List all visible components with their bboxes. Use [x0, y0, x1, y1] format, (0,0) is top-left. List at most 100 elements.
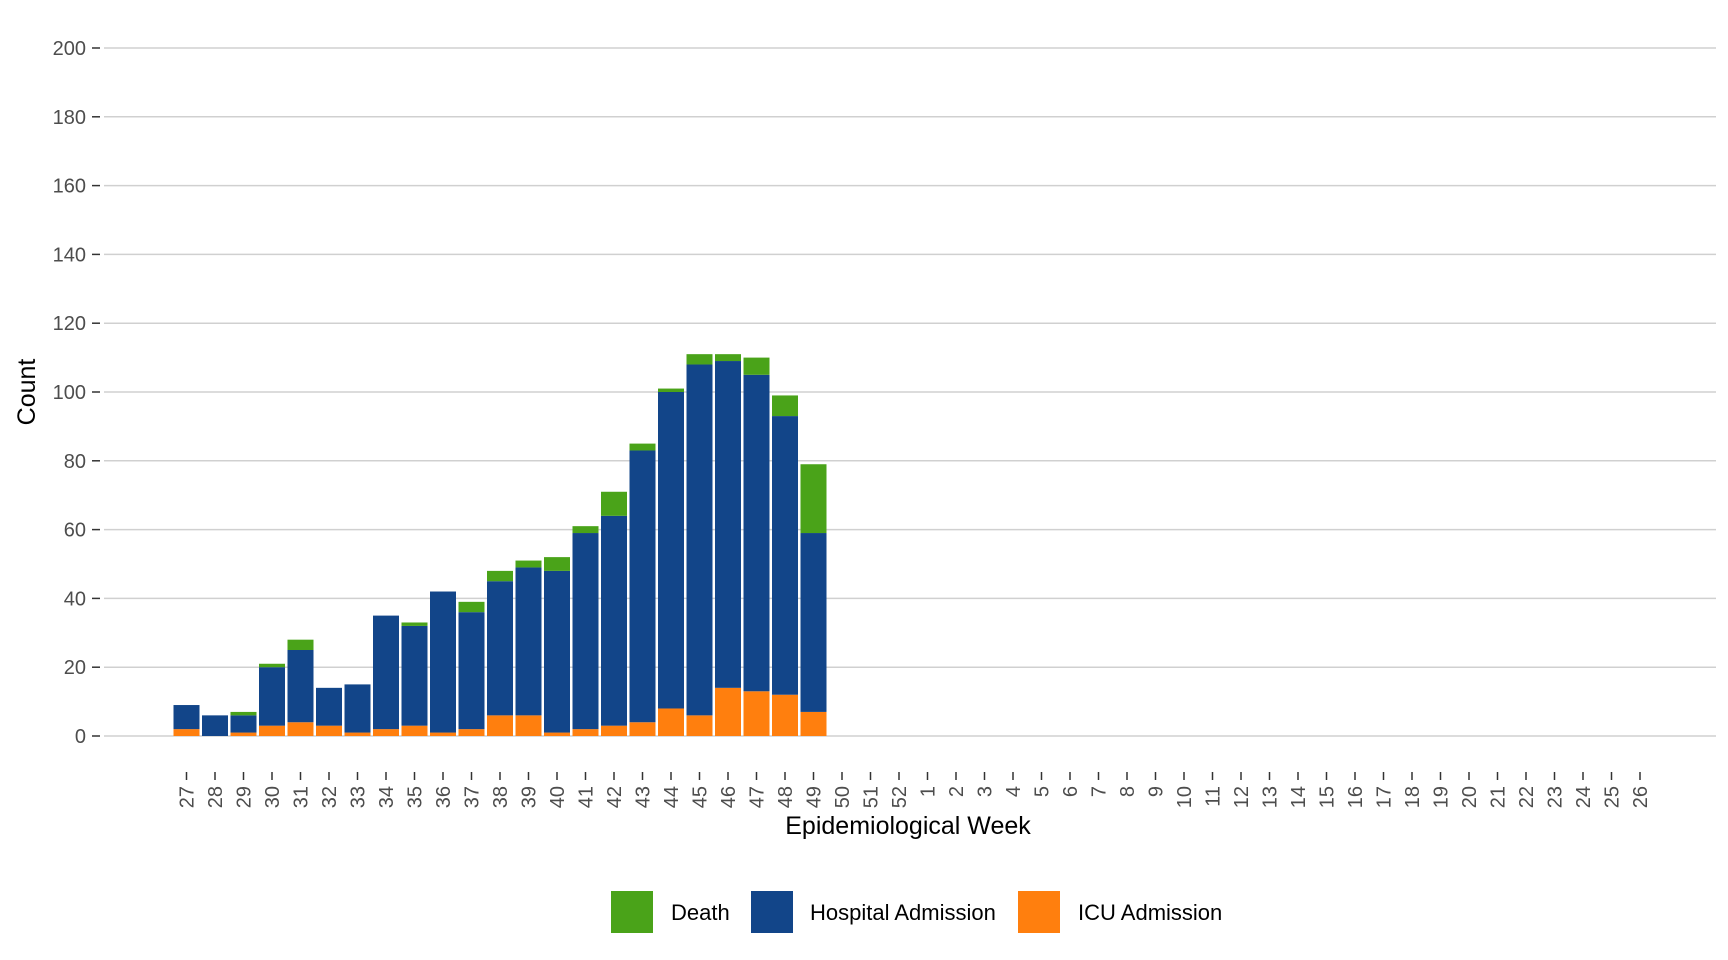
x-tick-label: 29	[234, 786, 256, 808]
bar-icu-admission-week-38	[487, 715, 513, 736]
x-tick-label: 3	[975, 786, 997, 797]
bar-hospital-admission-week-33	[344, 684, 371, 733]
bar-death-week-44	[658, 388, 684, 392]
x-tick-label: 48	[775, 786, 797, 808]
x-tick-label: 9	[1146, 786, 1168, 797]
x-tick-label: 1	[918, 786, 940, 797]
x-tick-label: 18	[1402, 786, 1424, 808]
bar-death-week-49	[800, 464, 827, 534]
bar-icu-admission-week-35	[401, 725, 428, 736]
x-tick-label: 37	[462, 786, 484, 808]
x-tick-label: 12	[1231, 786, 1253, 808]
x-tick-label: 27	[177, 786, 199, 808]
y-axis: 0 20 40 60 80 100 120 140 160 180 200	[53, 38, 100, 748]
x-tick-label: 45	[690, 786, 712, 808]
x-tick-label: 49	[804, 786, 826, 808]
x-tick-label: 34	[376, 786, 398, 808]
x-tick-label: 7	[1089, 786, 1111, 797]
y-tick-label: 200	[53, 38, 86, 60]
bar-death-week-35	[401, 622, 428, 626]
bar-death-week-30	[259, 663, 285, 668]
x-tick-label: 20	[1459, 786, 1481, 808]
x-tick-label: 11	[1203, 786, 1225, 807]
x-tick-label: 13	[1260, 786, 1282, 808]
legend-label-icu-admission: ICU Admission	[1078, 900, 1222, 925]
y-tick-label: 40	[64, 588, 86, 610]
bar-hospital-admission-week-45	[686, 364, 713, 716]
bar-icu-admission-week-48	[772, 694, 798, 736]
bar-death-week-37	[458, 601, 485, 613]
bar-icu-admission-week-32	[316, 725, 342, 736]
x-tick-label: 52	[889, 786, 911, 808]
y-tick-label: 20	[64, 657, 86, 679]
bar-icu-admission-week-47	[743, 691, 770, 736]
grid-lines	[104, 47, 1716, 737]
bar-death-week-31	[287, 639, 314, 650]
x-tick-label: 39	[519, 786, 541, 808]
bar-death-week-42	[601, 491, 627, 516]
x-tick-label: 38	[490, 786, 512, 808]
bar-icu-admission-week-37	[458, 729, 485, 736]
bar-death-week-47	[743, 357, 770, 375]
x-tick-label: 50	[832, 786, 854, 808]
x-tick-label: 23	[1545, 786, 1567, 808]
x-tick-label: 4	[1003, 786, 1025, 797]
legend-label-hospital-admission: Hospital Admission	[810, 900, 996, 925]
bar-icu-admission-week-45	[686, 715, 713, 736]
x-tick-label: 8	[1117, 786, 1139, 797]
x-tick-label: 51	[861, 786, 883, 808]
y-axis-title: Count	[13, 359, 41, 426]
bar-hospital-admission-week-34	[373, 615, 399, 730]
x-tick-label: 5	[1032, 786, 1054, 797]
x-tick-label: 10	[1174, 786, 1196, 808]
y-tick-label: 60	[64, 520, 86, 542]
x-tick-label: 32	[319, 786, 341, 808]
x-tick-label: 31	[291, 786, 313, 808]
y-tick-label: 0	[75, 726, 86, 748]
x-tick-label: 2	[946, 786, 968, 797]
x-tick-label: 36	[433, 786, 455, 808]
x-tick-label: 35	[405, 786, 427, 808]
bar-icu-admission-week-27	[173, 729, 200, 736]
bar-hospital-admission-week-31	[287, 650, 314, 723]
y-tick-label: 100	[53, 382, 86, 404]
bar-icu-admission-week-29	[230, 732, 257, 736]
x-tick-label: 30	[262, 786, 284, 808]
y-tick-label: 180	[53, 107, 86, 129]
bar-icu-admission-week-42	[601, 725, 627, 736]
x-axis-title: Epidemiological Week	[785, 812, 1031, 840]
x-tick-label: 43	[633, 786, 655, 808]
bar-icu-admission-week-33	[344, 732, 371, 736]
bar-icu-admission-week-34	[373, 729, 399, 736]
bar-death-week-46	[715, 354, 741, 362]
y-tick-label: 140	[53, 244, 86, 266]
legend-label-death: Death	[671, 900, 730, 925]
bar-hospital-admission-week-36	[430, 591, 456, 733]
bar-icu-admission-week-46	[715, 687, 741, 736]
bar-icu-admission-week-36	[430, 732, 456, 736]
x-tick-label: 46	[718, 786, 740, 808]
bar-death-week-43	[629, 443, 656, 451]
x-tick-label: 33	[348, 786, 370, 808]
bar-hospital-admission-week-48	[772, 416, 798, 695]
bar-icu-admission-week-49	[800, 711, 827, 736]
x-tick-label: 19	[1431, 786, 1453, 808]
bar-icu-admission-week-40	[544, 732, 570, 736]
y-tick-label: 120	[53, 313, 86, 335]
bar-death-week-41	[572, 526, 599, 534]
bar-hospital-admission-week-46	[715, 361, 741, 688]
bar-hospital-admission-week-44	[658, 392, 684, 709]
x-tick-label: 6	[1060, 786, 1082, 797]
bar-icu-admission-week-39	[515, 715, 542, 736]
x-tick-label: 44	[661, 786, 683, 808]
x-tick-label: 16	[1345, 786, 1367, 808]
x-tick-label: 42	[604, 786, 626, 808]
bar-hospital-admission-week-42	[601, 515, 627, 726]
bar-hospital-admission-week-37	[458, 612, 485, 730]
legend-swatch-icu-admission	[1018, 891, 1060, 933]
x-tick-label: 40	[547, 786, 569, 808]
bar-death-week-40	[544, 557, 570, 571]
bar-death-week-38	[487, 570, 513, 582]
bar-hospital-admission-week-41	[572, 533, 599, 730]
x-tick-label: 22	[1516, 786, 1538, 808]
